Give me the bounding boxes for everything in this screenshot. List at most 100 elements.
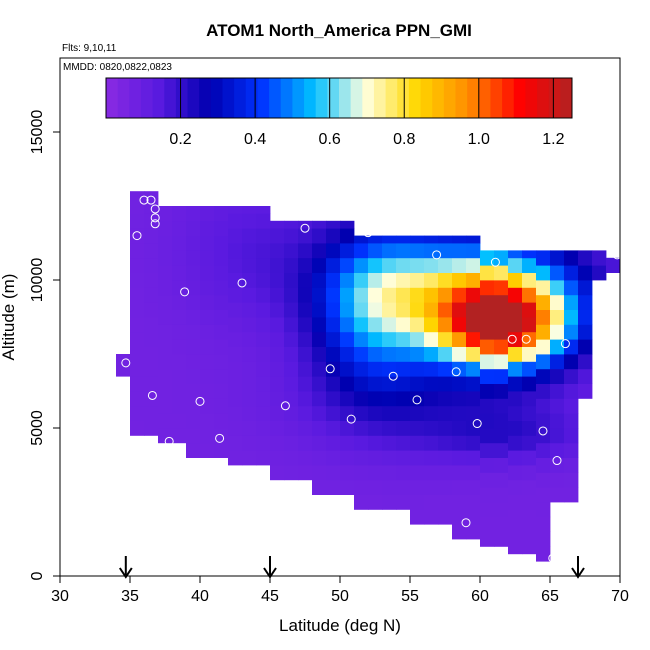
- heatmap-cell: [172, 220, 187, 236]
- heatmap-cell: [354, 317, 369, 333]
- heatmap-cell: [480, 309, 495, 325]
- heatmap-cell: [340, 287, 355, 303]
- heatmap-cell: [172, 235, 187, 251]
- heatmap-cell: [242, 331, 257, 347]
- heatmap-cell: [578, 339, 593, 355]
- heatmap-cell: [298, 257, 313, 273]
- heatmap-cell: [508, 287, 523, 303]
- colorbar-segment: [140, 78, 154, 118]
- heatmap-cell: [144, 331, 159, 347]
- heatmap-cell: [298, 376, 313, 392]
- heatmap-cell: [494, 368, 509, 384]
- heatmap-cell: [382, 317, 397, 333]
- heatmap-cell: [130, 302, 145, 318]
- heatmap-cell: [494, 383, 509, 399]
- heatmap-cell: [214, 265, 229, 281]
- heatmap-cell: [466, 346, 481, 362]
- heatmap-cell: [522, 524, 537, 540]
- heatmap-cell: [536, 280, 551, 296]
- heatmap-cell: [494, 487, 509, 503]
- heatmap-cell: [508, 331, 523, 347]
- heatmap-cell: [312, 465, 327, 481]
- heatmap-cell: [298, 361, 313, 377]
- heatmap-cell: [382, 361, 397, 377]
- heatmap-cell: [396, 235, 411, 244]
- heatmap-cell: [158, 413, 173, 429]
- heatmap-cell: [242, 405, 257, 421]
- heatmap-cell: [284, 228, 299, 244]
- heatmap-cell: [312, 450, 327, 466]
- colorbar-segment: [210, 78, 223, 118]
- heatmap-cell: [410, 361, 425, 377]
- heatmap-cell: [186, 265, 201, 281]
- heatmap-cell: [452, 391, 467, 407]
- heatmap-cell: [424, 317, 439, 333]
- heatmap-cell: [550, 324, 565, 340]
- heatmap-cell: [396, 346, 411, 362]
- heatmap-cell: [158, 428, 173, 444]
- heatmap-cell: [354, 391, 369, 407]
- heatmap-cell: [228, 391, 243, 407]
- heatmap-cell: [242, 435, 257, 451]
- sample-point: [560, 339, 570, 349]
- heatmap-cell: [186, 206, 201, 222]
- heatmap-cell: [410, 465, 425, 481]
- heatmap-cell: [438, 435, 453, 451]
- sample-point: [150, 204, 160, 214]
- heatmap-cell: [312, 479, 327, 495]
- heatmap-cell: [550, 457, 565, 473]
- y-tick-label: 0: [29, 571, 46, 580]
- heatmap-cell: [522, 346, 537, 362]
- heatmap-cell: [564, 294, 579, 310]
- heatmap-cell: [270, 420, 285, 436]
- heatmap-cell: [466, 524, 481, 540]
- heatmap-cell: [158, 324, 173, 340]
- heatmap-cell: [578, 309, 593, 325]
- heatmap-cell: [256, 391, 271, 407]
- heatmap-cell: [368, 376, 383, 392]
- heatmap-cell: [158, 250, 173, 266]
- colorbar-tick-label: 0.6: [319, 131, 341, 148]
- heatmap-cell: [410, 479, 425, 495]
- sample-point: [388, 371, 398, 381]
- heatmap-cell: [158, 265, 173, 281]
- heatmap-cell: [466, 302, 481, 318]
- heatmap-cell: [256, 331, 271, 347]
- heatmap-cell: [382, 420, 397, 436]
- heatmap-cell: [424, 361, 439, 377]
- heatmap-cell: [354, 272, 369, 288]
- sample-point: [507, 334, 517, 344]
- heatmap-cell: [480, 502, 495, 518]
- heatmap-cell: [564, 413, 579, 429]
- heatmap-cell: [228, 420, 243, 436]
- sample-point: [432, 250, 442, 260]
- heatmap-cell: [550, 368, 565, 384]
- heatmap-cell: [354, 287, 369, 303]
- heatmap-cell: [396, 243, 411, 259]
- heatmap-cell: [186, 428, 201, 444]
- colorbar-segment: [548, 78, 561, 118]
- heatmap-cell: [396, 435, 411, 451]
- sample-point: [164, 436, 174, 446]
- heatmap-cell: [522, 361, 537, 377]
- heatmap-cell: [256, 420, 271, 436]
- flights-annotation: Flts: 9,10,11: [62, 43, 117, 54]
- heatmap-cell: [214, 206, 229, 222]
- heatmap-cell: [480, 531, 495, 547]
- heatmap-cell: [536, 442, 551, 458]
- heatmap-cell: [130, 191, 145, 199]
- heatmap-cell: [452, 524, 467, 540]
- heatmap-cell: [144, 405, 159, 421]
- heatmap-cell: [438, 331, 453, 347]
- heatmap-cell: [340, 317, 355, 333]
- heatmap-cell: [158, 280, 173, 296]
- colorbar-segment: [129, 78, 142, 118]
- colorbar-segment: [560, 78, 573, 118]
- heatmap-cell: [144, 213, 159, 229]
- heatmap-cell: [256, 317, 271, 333]
- heatmap-cell: [522, 287, 537, 303]
- heatmap-cell: [368, 243, 383, 259]
- heatmap-cell: [382, 346, 397, 362]
- x-tick-label: 30: [51, 588, 69, 605]
- heatmap-cell: [284, 243, 299, 259]
